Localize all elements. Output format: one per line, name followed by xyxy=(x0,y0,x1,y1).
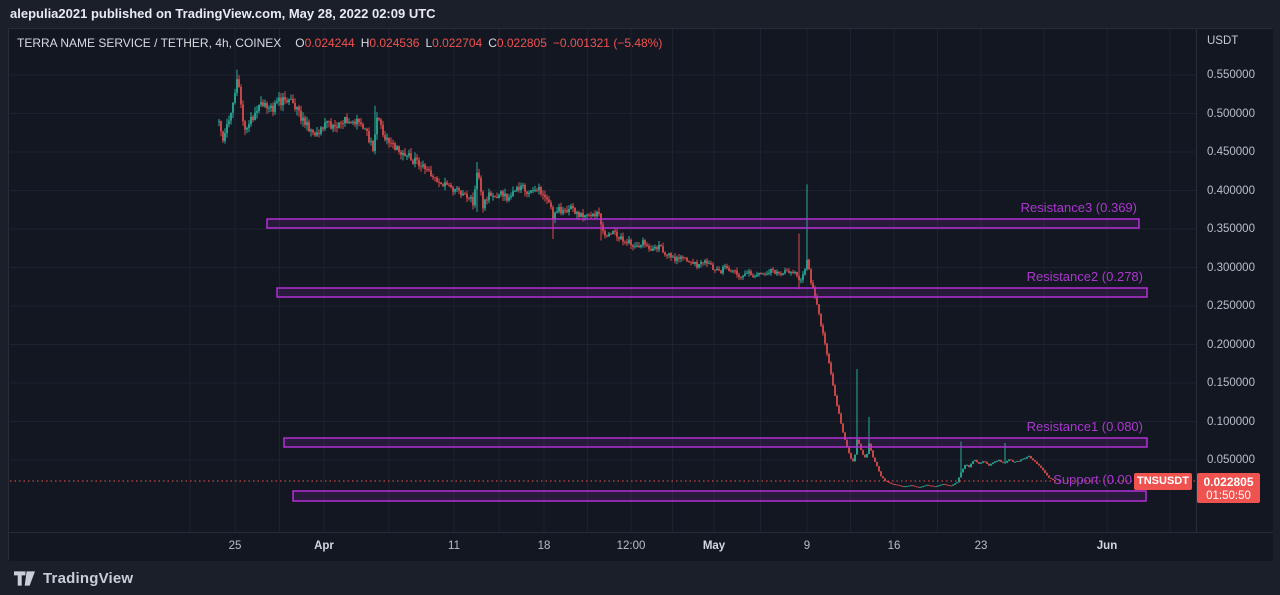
price-tick-label: 0.350000 xyxy=(1207,223,1255,235)
footer-bar: TradingView xyxy=(0,562,1280,595)
candlestick-chart-canvas[interactable] xyxy=(9,29,1273,561)
time-tick-label: 18 xyxy=(537,540,551,552)
time-tick-label: 12:00 xyxy=(616,540,646,552)
ohlc-value: 0.022704 xyxy=(432,36,483,50)
level-label-resistance3[interactable]: Resistance3 (0.369) xyxy=(1020,200,1137,215)
last-price-value: 0.022805 xyxy=(1203,475,1254,489)
last-price-badge: 0.022805 01:50:50 xyxy=(1197,473,1260,503)
ohlc-value: 0.024536 xyxy=(369,36,420,50)
ohlc-value: 0.022805 xyxy=(496,36,547,50)
chart-legend: TERRA NAME SERVICE / TETHER, 4h, COINEX O… xyxy=(17,36,662,50)
ohlc-values: O0.024244 H0.024536 L0.022704 C0.022805 xyxy=(289,36,547,50)
chart-widget: TERRA NAME SERVICE / TETHER, 4h, COINEX O… xyxy=(8,28,1273,561)
price-axis-currency: USDT xyxy=(1207,35,1239,47)
price-tick-label: 0.200000 xyxy=(1207,338,1255,351)
level-box-support xyxy=(292,490,1147,502)
level-label-support[interactable]: Support (0.00 xyxy=(1053,472,1132,487)
level-label-resistance2[interactable]: Resistance2 (0.278) xyxy=(1026,269,1143,284)
grid-lines xyxy=(10,29,1196,532)
price-tick-label: 0.500000 xyxy=(1207,107,1255,120)
ohlc-key: L xyxy=(425,36,433,50)
time-tick-label: Apr xyxy=(314,540,334,552)
ohlc-key: H xyxy=(360,36,370,50)
level-label-resistance1[interactable]: Resistance1 (0.080) xyxy=(1026,419,1143,434)
price-tick-label: 0.100000 xyxy=(1207,415,1255,428)
tradingview-logo[interactable]: TradingView xyxy=(14,570,133,587)
time-tick-label: May xyxy=(702,540,726,552)
price-tick-label: 0.150000 xyxy=(1207,377,1255,389)
time-tick-label: 25 xyxy=(228,540,242,552)
time-axis[interactable]: 25 Apr 11 18 12:00 May 9 16 23 Jun xyxy=(9,532,1273,561)
time-tick-label: 16 xyxy=(887,540,901,552)
ohlc-key: C xyxy=(488,36,497,50)
time-tick-label: 23 xyxy=(974,540,988,552)
price-tick-label: 0.250000 xyxy=(1207,300,1255,312)
level-box-resistance1 xyxy=(283,437,1148,448)
price-axis[interactable]: USDT 0.550000 0.500000 0.450000 0.400000 0.3… xyxy=(1196,29,1273,532)
symbol-title: TERRA NAME SERVICE / TETHER, 4h, COINEX xyxy=(17,36,282,50)
level-box-resistance3 xyxy=(266,218,1140,229)
level-zones xyxy=(266,218,1148,502)
ohlc-value: 0.024244 xyxy=(304,36,355,50)
candles xyxy=(218,69,1056,488)
price-tick-label: 0.550000 xyxy=(1207,69,1255,81)
time-tick-label: 11 xyxy=(448,540,460,552)
symbol-price-flag: TNSUSDT xyxy=(1134,473,1192,490)
level-box-resistance2 xyxy=(276,287,1148,298)
price-tick-label: 0.400000 xyxy=(1207,184,1255,197)
brand-name: TradingView xyxy=(43,570,134,587)
price-tick-label: 0.450000 xyxy=(1207,146,1255,158)
bar-countdown: 01:50:50 xyxy=(1206,490,1251,502)
attribution-text: alepulia2021 published on TradingView.co… xyxy=(10,6,436,21)
ohlc-key: O xyxy=(295,36,305,50)
time-tick-label: 9 xyxy=(803,540,811,552)
price-tick-label: 0.300000 xyxy=(1207,261,1255,274)
price-tick-label: 0.050000 xyxy=(1207,454,1255,466)
tradingview-logo-icon xyxy=(14,571,35,586)
time-tick-label: Jun xyxy=(1096,540,1118,552)
change-value: −0.001321 (−5.48%) xyxy=(552,36,663,50)
